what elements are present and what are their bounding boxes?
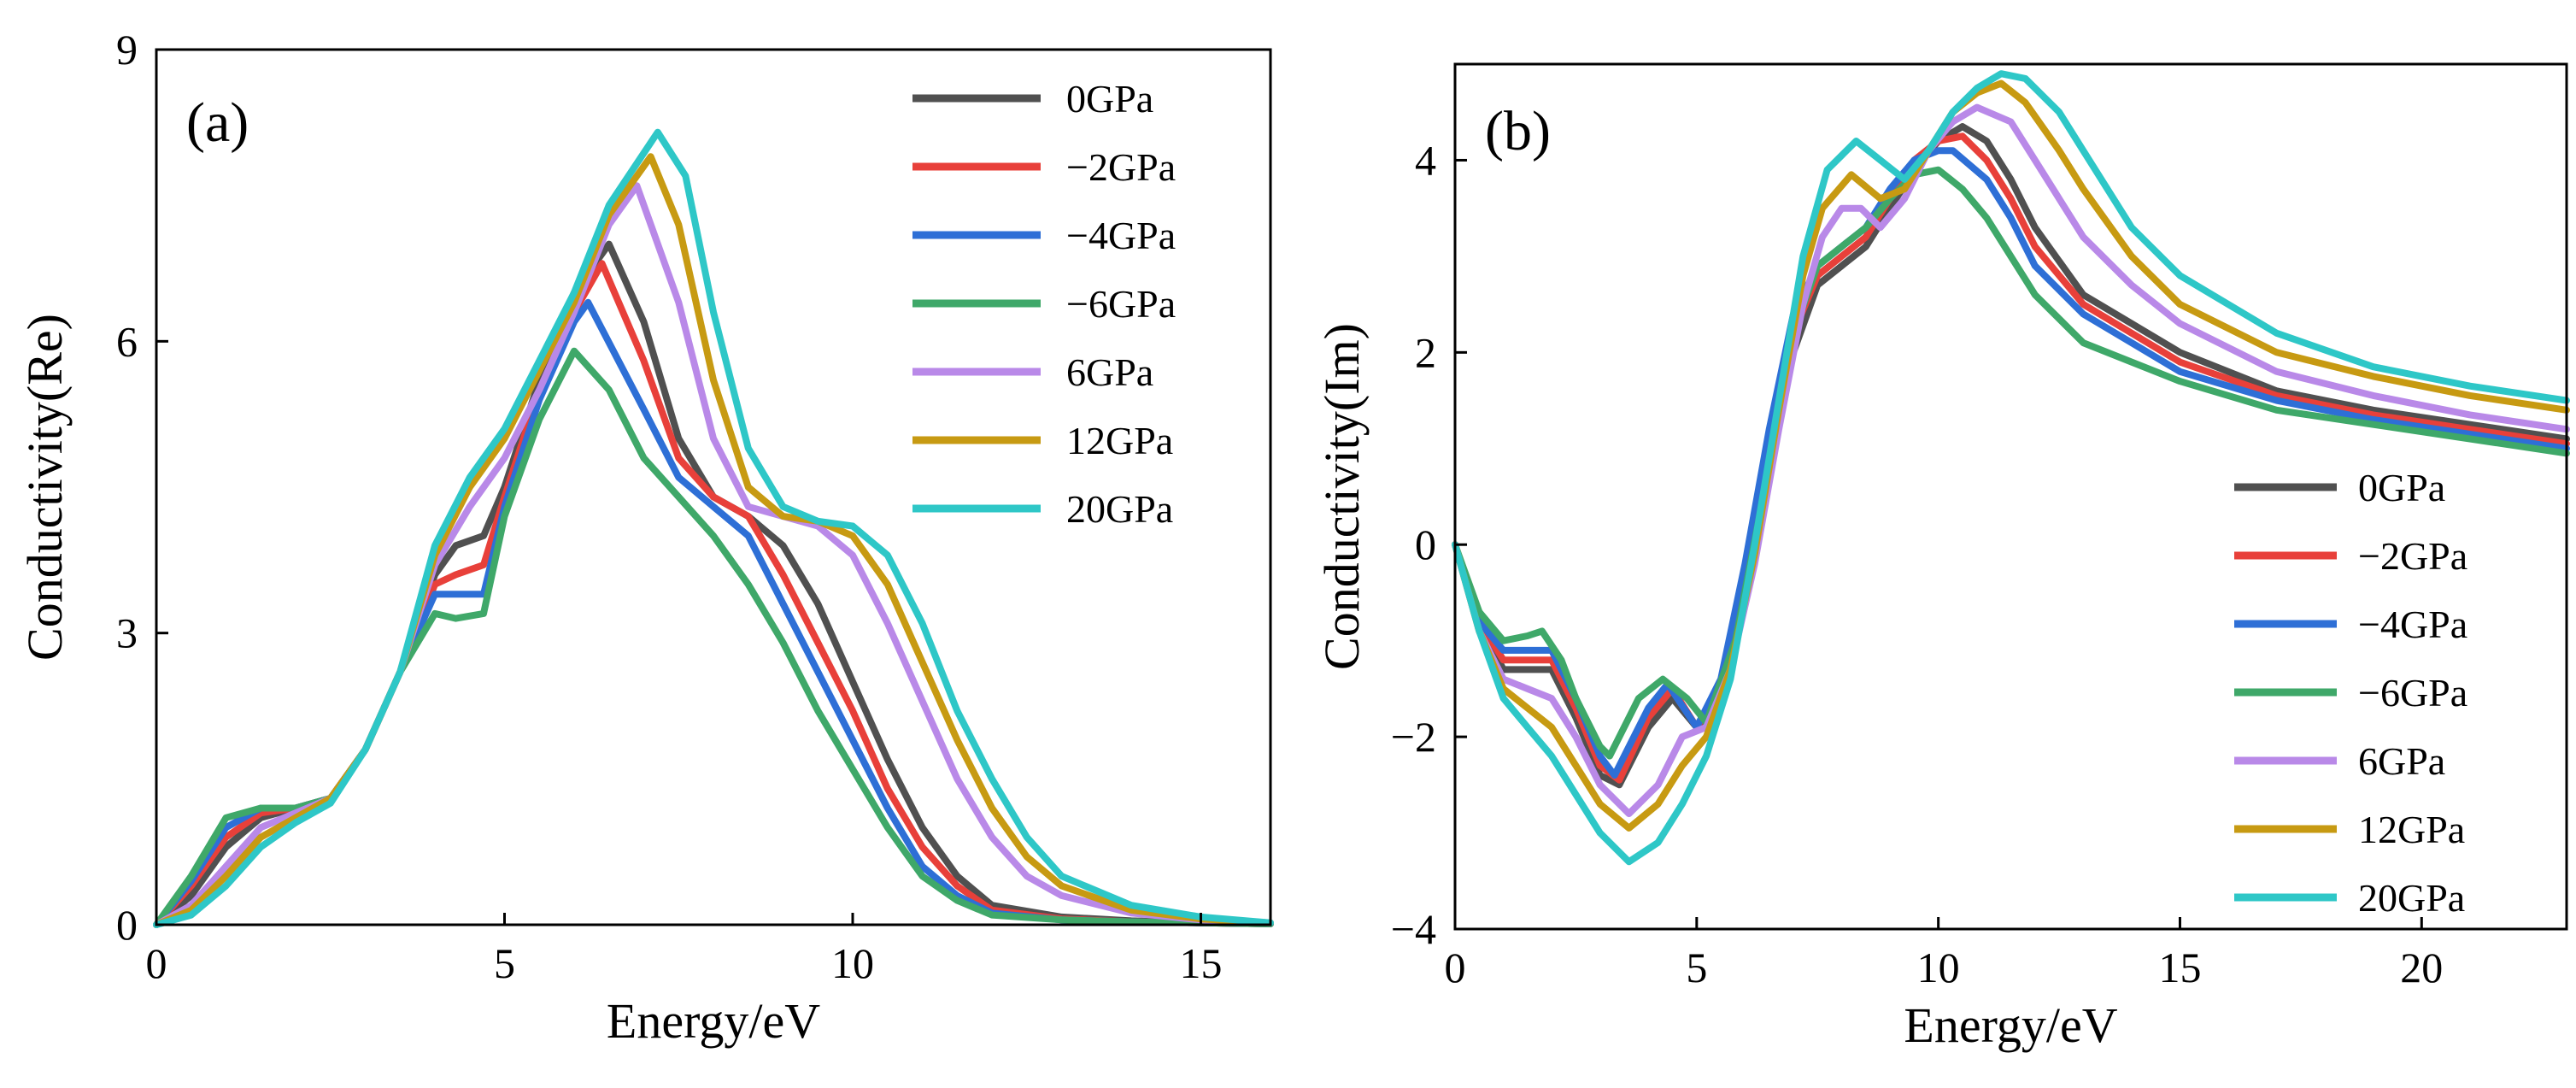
chart-panel-a: 0 5 10 15 0 3 6 9 Energy/eV Conductivity(Re) (a) 0G… xyxy=(17,26,1274,1049)
y-tick-label: −2 xyxy=(1391,713,1436,761)
legend-label: −4GPa xyxy=(1066,214,1176,257)
x-tick-label: 10 xyxy=(831,939,874,987)
y-tick-label: −4 xyxy=(1391,905,1436,953)
legend-label: −6GPa xyxy=(1066,282,1176,326)
chart-panel-b: 0 5 10 15 20 −4 −2 0 2 4 Energy/eV Conductivity(Im)… xyxy=(1314,62,2570,1053)
series-line-6GPa xyxy=(1452,103,2570,818)
legend-label: −2GPa xyxy=(2358,534,2467,578)
y-tick-label: 0 xyxy=(1415,520,1436,568)
y-tick-label: 4 xyxy=(1415,136,1436,184)
x-tick-label: 0 xyxy=(1445,944,1466,991)
x-tick-label: 0 xyxy=(146,939,167,987)
legend: 0GPa −2GPa −4GPa −6GPa 6GPa 12GPa 20GPa xyxy=(2234,466,2467,920)
y-axis-title: Conductivity(Re) xyxy=(17,314,73,661)
x-axis-title: Energy/eV xyxy=(1904,997,2117,1053)
series-line-12GPa xyxy=(153,153,1274,928)
legend-label: −2GPa xyxy=(1066,145,1176,189)
plot-frame xyxy=(1453,62,2568,931)
legend-label: 20GPa xyxy=(1066,487,1173,531)
y-tick-label: 2 xyxy=(1415,328,1436,376)
series-line-12GPa xyxy=(1452,79,2570,832)
x-axis-title: Energy/eV xyxy=(607,993,820,1049)
y-axis-title: Conductivity(Im) xyxy=(1314,323,1370,670)
plot-frame xyxy=(155,48,1272,926)
series-line-0GPa xyxy=(153,240,1274,928)
legend-label: −4GPa xyxy=(2358,603,2467,646)
legend-label: 6GPa xyxy=(2358,739,2445,783)
series-line-0GPa xyxy=(1452,123,2570,789)
legend-label: 6GPa xyxy=(1066,350,1153,394)
legend-label: 0GPa xyxy=(1066,77,1153,121)
x-tick-label: 15 xyxy=(2158,944,2201,991)
panel-label: (b) xyxy=(1485,100,1551,162)
y-tick-label: 3 xyxy=(116,609,138,657)
series-line-−2GPa xyxy=(1452,132,2570,784)
series-line-20GPa xyxy=(153,128,1274,928)
legend: 0GPa −2GPa −4GPa −6GPa 6GPa 12GPa 20GPa xyxy=(912,77,1176,531)
y-tick-label: 6 xyxy=(116,317,138,365)
legend-label: 12GPa xyxy=(2358,808,2465,851)
legend-label: 12GPa xyxy=(1066,419,1173,462)
panel-label: (a) xyxy=(186,91,249,154)
x-tick-label: 10 xyxy=(1917,944,1960,991)
y-tick-label: 0 xyxy=(116,901,138,949)
x-tick-label: 15 xyxy=(1180,939,1223,987)
y-tick-label: 9 xyxy=(116,26,138,74)
x-tick-label: 5 xyxy=(1686,944,1707,991)
x-tick-label: 5 xyxy=(494,939,515,987)
legend-label: −6GPa xyxy=(2358,671,2467,715)
x-tick-label: 20 xyxy=(2400,944,2443,991)
series-line-20GPa xyxy=(1452,70,2570,866)
series-line-−4GPa xyxy=(153,298,1274,928)
legend-label: 0GPa xyxy=(2358,466,2445,509)
series-line-−6GPa xyxy=(1452,166,2570,760)
legend-label: 20GPa xyxy=(2358,876,2465,920)
